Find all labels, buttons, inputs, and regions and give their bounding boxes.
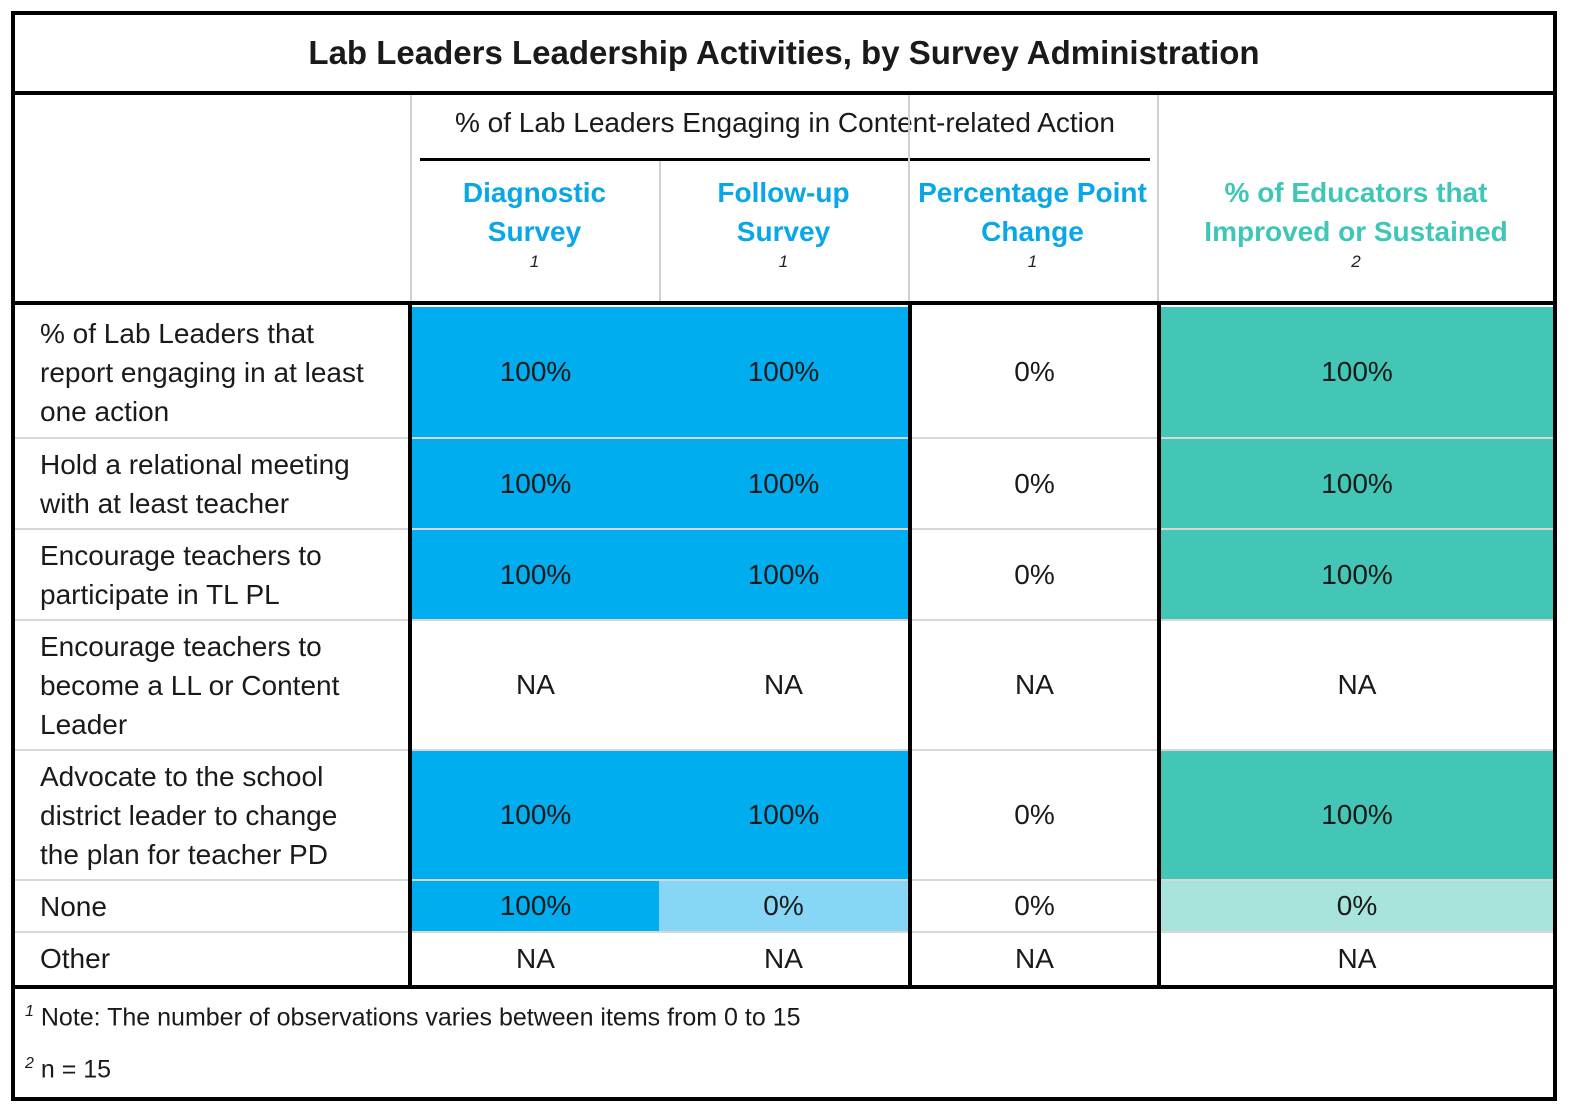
row-label-line: Encourage teachers to [40, 630, 322, 662]
column-header-diagnostic: Diagnostic Survey 1 [412, 173, 657, 273]
row-divider [15, 528, 1553, 530]
table-cell: 100% [412, 530, 659, 619]
column-divider [908, 95, 910, 305]
footnote-marker: 2 [1351, 252, 1361, 271]
column-divider [1157, 95, 1159, 305]
footnote-marker: 1 [1027, 252, 1038, 271]
row-label-tl-pl: Encourage teachers to participate in TL … [40, 530, 322, 619]
group-header-rule [420, 158, 1150, 161]
notes-top-rule [15, 985, 1553, 989]
table-cell: 0% [1014, 799, 1055, 830]
row-label-line: Encourage teachers to [40, 539, 322, 571]
footnote-text: Note: The number of observations varies … [40, 1003, 801, 1032]
row-divider [15, 931, 1553, 933]
footnote-2: 2 n = 15 [25, 1055, 111, 1084]
table-cell: 0% [659, 881, 908, 931]
row-label-none: None [40, 881, 107, 931]
row-label-other: Other [40, 933, 110, 983]
row-label-line: % of Lab Leaders that [40, 317, 314, 349]
row-label-line: Leader [40, 708, 128, 740]
table-cell: NA [1015, 669, 1054, 700]
footnote-marker: 1 [529, 252, 540, 271]
table-cell: NA [764, 943, 803, 974]
column-header-line: Follow-up [717, 177, 850, 208]
row-label-line: Other [40, 942, 111, 974]
table-cell: NA [1337, 669, 1377, 700]
table-cell: 100% [1161, 751, 1553, 879]
table-cell: 100% [659, 751, 908, 879]
table-cell: NA [1337, 943, 1377, 974]
row-label-advocate: Advocate to the school district leader t… [40, 751, 337, 879]
table-cell: 100% [1161, 530, 1553, 619]
column-header-line: Change [981, 216, 1084, 247]
body-divider [408, 305, 412, 985]
table-cell: 0% [1014, 356, 1055, 387]
footnote-text: n = 15 [40, 1055, 112, 1084]
row-label-line: district leader to change [40, 799, 338, 831]
row-label-line: one action [40, 395, 170, 427]
table-cell: 100% [659, 307, 908, 437]
column-divider [410, 95, 412, 305]
table-cell: 0% [1161, 881, 1553, 931]
column-header-line: Survey [736, 216, 831, 247]
table-frame: Lab Leaders Leadership Activities, by Su… [11, 11, 1557, 1101]
table-cell: 0% [1014, 890, 1055, 921]
group-header: % of Lab Leaders Engaging in Content-rel… [454, 107, 1115, 138]
row-label-line: report engaging in at least [40, 356, 364, 388]
column-header-line: Improved or Sustained [1204, 216, 1508, 247]
row-label-line: None [40, 890, 107, 922]
row-label-line: Advocate to the school [40, 760, 324, 792]
table-cell: 100% [412, 881, 659, 931]
table-cell: 100% [659, 530, 908, 619]
header-bottom-rule [15, 301, 1553, 305]
table-cell: NA [1015, 943, 1054, 974]
row-divider [15, 879, 1553, 881]
table-cell: NA [516, 669, 555, 700]
table-cell: 100% [1161, 439, 1553, 528]
footnote-1: 1 Note: The number of observations varie… [25, 1003, 801, 1032]
column-divider [659, 161, 661, 305]
column-header-line: Survey [487, 216, 582, 247]
column-header-line: Percentage Point [918, 177, 1147, 208]
table-cell: 100% [412, 439, 659, 528]
table-cell: 0% [1014, 558, 1055, 590]
table-cell: NA [764, 669, 803, 700]
row-label-become-ll: Encourage teachers to become a LL or Con… [40, 621, 339, 749]
row-label-line: with at least teacher [40, 487, 290, 519]
row-divider [15, 619, 1553, 621]
row-label-line: participate in TL PL [40, 578, 280, 610]
row-divider [15, 749, 1553, 751]
row-label-relational-meeting: Hold a relational meeting with at least … [40, 439, 350, 528]
table-cell: 100% [1161, 307, 1553, 437]
row-label-line: Hold a relational meeting [40, 448, 350, 480]
footnote-marker: 1 [25, 1003, 34, 1020]
footnote-marker: 2 [25, 1055, 34, 1072]
body-divider [908, 305, 912, 985]
table-cell: 100% [659, 439, 908, 528]
column-header-educators: % of Educators that Improved or Sustaine… [1159, 173, 1553, 273]
row-label-line: become a LL or Content [40, 669, 340, 701]
table-cell: 0% [1014, 467, 1055, 499]
table-cell: 100% [412, 307, 659, 437]
column-header-percentage-point-change: Percentage Point Change 1 [910, 173, 1155, 273]
row-label-at-least-one-action: % of Lab Leaders that report engaging in… [40, 307, 364, 437]
column-header-follow-up: Follow-up Survey 1 [661, 173, 906, 273]
column-header-line: Diagnostic [462, 177, 607, 208]
row-divider [15, 437, 1553, 439]
footnote-marker: 1 [778, 252, 789, 271]
table-title: Lab Leaders Leadership Activities, by Su… [15, 15, 1553, 95]
table-cell: NA [516, 943, 555, 974]
row-label-line: the plan for teacher PD [40, 838, 328, 870]
table-cell: 100% [412, 751, 659, 879]
body-divider [1157, 305, 1161, 985]
column-header-line: % of Educators that [1224, 177, 1488, 208]
